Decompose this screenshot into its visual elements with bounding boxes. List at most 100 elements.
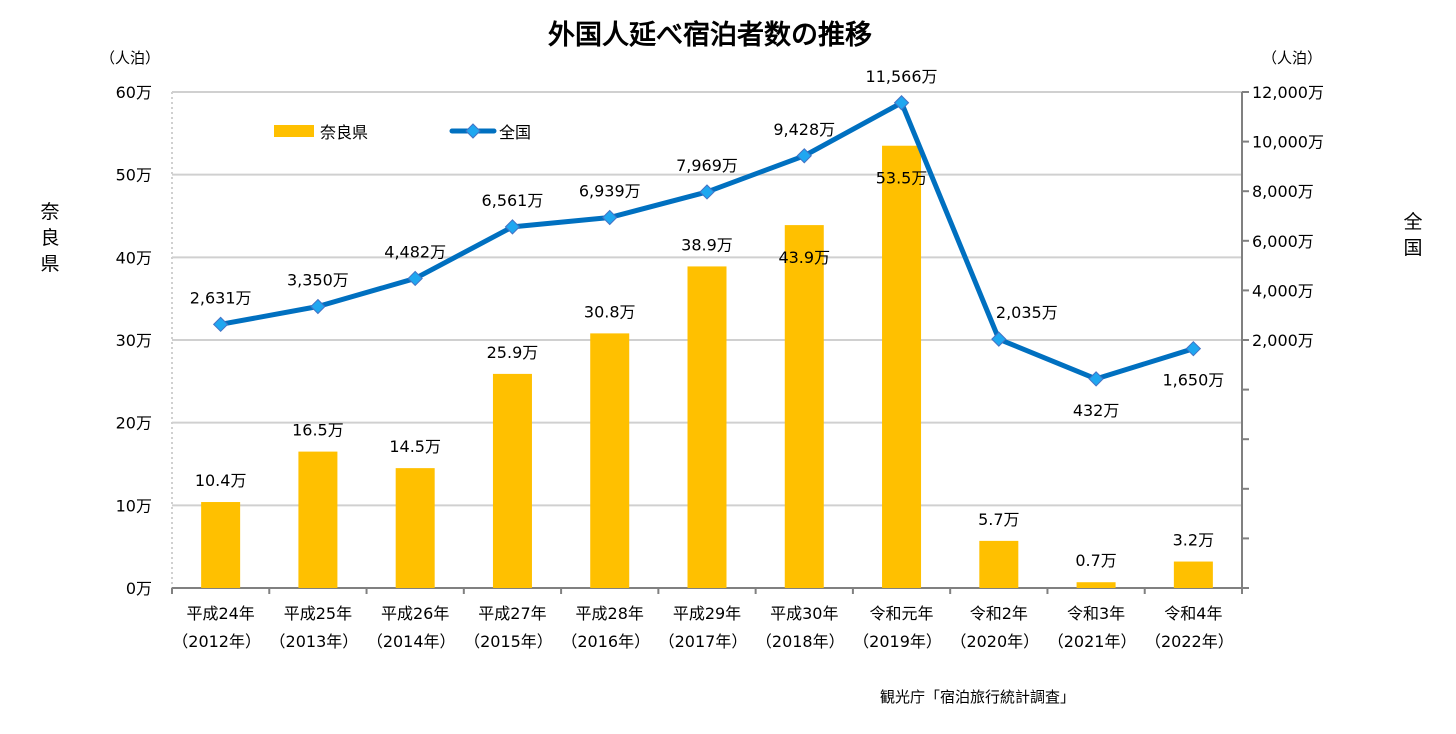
line-label: 11,566万: [866, 67, 938, 86]
left-tick-label: 50万: [116, 166, 152, 185]
right-tick-label: 2,000万: [1252, 331, 1314, 350]
line-marker: [602, 209, 618, 226]
bar-label: 25.9万: [487, 343, 539, 362]
left-axis-title-char: 県: [40, 253, 59, 275]
bar-label: 53.5万: [876, 169, 928, 188]
bar-nara: [395, 468, 435, 588]
right-axis-title: 全国: [1403, 211, 1422, 259]
x-tick-label-year: （2021年）: [1048, 632, 1137, 651]
left-axis-title-char: 奈: [40, 201, 59, 223]
bar-label: 16.5万: [292, 421, 344, 440]
line-label: 2,631万: [190, 288, 252, 307]
left-axis-title: 奈良県: [40, 201, 59, 275]
legend-label-national: 全国: [499, 123, 531, 142]
right-tick-label: 10,000万: [1252, 133, 1324, 152]
x-tick-label-year: （2022年）: [1145, 632, 1234, 651]
x-tick-label-year: （2014年）: [367, 632, 456, 651]
line-marker: [504, 219, 521, 235]
bar-nara: [687, 266, 727, 588]
left-tick-label: 40万: [116, 248, 152, 267]
chart-title: 外国人延べ宿泊者数の推移: [548, 19, 872, 51]
line-label: 6,939万: [579, 182, 641, 201]
bar-label: 0.7万: [1075, 551, 1116, 570]
x-tick-label: 令和2年: [970, 604, 1028, 623]
bar-nara: [298, 451, 338, 588]
legend-label-nara: 奈良県: [320, 123, 368, 142]
right-axis-unit: （人泊）: [1262, 49, 1322, 67]
right-tick-label: 4,000万: [1252, 281, 1314, 300]
source-note: 観光庁「宿泊旅行統計調査」: [880, 688, 1075, 706]
line-label: 4,482万: [384, 242, 446, 261]
bar-nara: [590, 333, 630, 588]
x-tick-label: 平成30年: [770, 604, 838, 623]
x-tick-label: 平成27年: [478, 604, 546, 623]
bar-label: 5.7万: [978, 510, 1019, 529]
line-marker: [212, 316, 229, 333]
line-label: 1,650万: [1162, 371, 1224, 390]
bar-nara: [882, 145, 922, 588]
line-label: 7,969万: [676, 156, 738, 175]
bar-nara: [784, 225, 824, 589]
bar-series: [201, 145, 1213, 589]
left-tick-label: 30万: [116, 331, 152, 350]
bar-nara: [492, 373, 532, 588]
left-tick-label: 20万: [116, 414, 152, 433]
x-tick-label: 平成24年: [186, 604, 254, 623]
line-marker: [991, 331, 1007, 347]
left-tick-label: 60万: [116, 83, 152, 102]
x-tick-label-year: （2017年）: [659, 632, 748, 651]
legend-swatch-nara: [274, 125, 314, 137]
x-tick-label: 平成28年: [576, 604, 644, 623]
bar-label: 43.9万: [778, 248, 830, 267]
x-tick-label: 令和元年: [870, 604, 934, 623]
line-marker: [1185, 340, 1202, 357]
line-label: 9,428万: [773, 120, 835, 139]
x-tick-label-year: （2012年）: [172, 632, 261, 651]
left-axis-title-char: 良: [40, 227, 59, 249]
left-tick-label: 10万: [116, 496, 152, 515]
line-label: 6,561万: [482, 191, 544, 210]
legend: 奈良県 全国: [274, 123, 531, 142]
x-tick-label-year: （2020年）: [950, 632, 1039, 651]
left-axis-unit: （人泊）: [100, 49, 160, 67]
line-label: 2,035万: [996, 303, 1058, 322]
x-tick-label-year: （2015年）: [464, 632, 553, 651]
right-axis-title-char: 全: [1403, 211, 1422, 233]
bar-label: 14.5万: [389, 437, 441, 456]
right-tick-label: 12,000万: [1252, 83, 1324, 102]
x-tick-label: 平成26年: [381, 604, 449, 623]
x-tick-label-year: （2016年）: [561, 632, 650, 651]
line-series: [212, 95, 1202, 387]
bar-label: 30.8万: [584, 302, 636, 321]
right-axis-title-char: 国: [1403, 237, 1422, 259]
bar-nara: [201, 502, 241, 588]
line-marker: [407, 270, 423, 287]
axes: 0万 10万 20万 30万 40万 50万 60万 2,000万 4,000万 6,000万 8,…: [116, 83, 1324, 651]
x-tick-label: 平成25年: [284, 604, 352, 623]
bar-nara: [1076, 582, 1116, 588]
bar-label: 38.9万: [681, 235, 733, 254]
bar-nara: [1173, 561, 1213, 588]
bar-label: 3.2万: [1173, 531, 1214, 550]
legend-marker-icon: [465, 123, 481, 139]
line-marker: [893, 95, 910, 111]
data-labels: 10.4万 16.5万 14.5万 25.9万 30.8万 38.9万 43.9万 53.5万…: [190, 67, 1225, 570]
bar-nara: [979, 540, 1019, 588]
line-marker: [310, 298, 326, 315]
line-marker: [699, 184, 715, 200]
line-marker: [1088, 371, 1104, 387]
x-tick-label: 令和4年: [1164, 604, 1222, 623]
line-label: 432万: [1073, 401, 1120, 420]
x-tick-label-year: （2019年）: [853, 632, 942, 651]
right-tick-label: 6,000万: [1252, 232, 1314, 251]
x-tick-label-year: （2013年）: [270, 632, 359, 651]
x-tick-label: 平成29年: [673, 604, 741, 623]
left-tick-label: 0万: [126, 579, 152, 598]
bar-label: 10.4万: [195, 471, 247, 490]
line-marker: [796, 148, 812, 164]
line-label: 3,350万: [287, 271, 349, 290]
x-tick-label-year: （2018年）: [756, 632, 845, 651]
x-tick-label: 令和3年: [1067, 604, 1125, 623]
right-tick-label: 8,000万: [1252, 182, 1314, 201]
